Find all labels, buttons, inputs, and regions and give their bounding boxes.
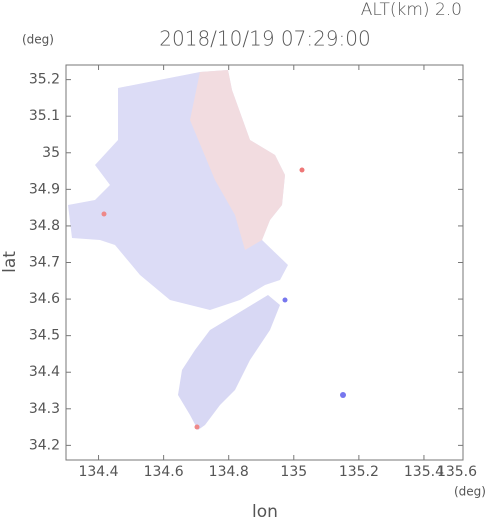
dot xyxy=(299,167,305,173)
y-tick-label: 34.7 xyxy=(29,255,60,271)
chart-title: 2018/10/19 07:29:00 xyxy=(159,27,370,51)
dot xyxy=(194,424,200,430)
y-tick-label: 34.2 xyxy=(29,437,60,453)
x-tick-label: 134.8 xyxy=(209,464,249,480)
dot xyxy=(340,392,346,398)
y-tick-label: 35.2 xyxy=(29,72,60,88)
map-field xyxy=(68,70,346,430)
y-axis-label: lat xyxy=(0,251,20,273)
y-tick-label: 34.8 xyxy=(29,218,60,234)
y-tick-label: 34.6 xyxy=(29,291,60,307)
y-tick-label: 35.1 xyxy=(29,108,60,124)
y-tick-label: 34.3 xyxy=(29,401,60,417)
y-tick-label: 34.5 xyxy=(29,328,60,344)
x-tick-label: 135.2 xyxy=(339,464,379,480)
x-tick-label: 135 xyxy=(280,464,307,480)
x-tick-label: 134.4 xyxy=(78,464,118,480)
y-tick-label: 34.4 xyxy=(29,364,60,380)
y-unit: (deg) xyxy=(22,33,54,47)
x-tick-label: 135.6 xyxy=(437,464,477,480)
y-tick-label: 35 xyxy=(42,145,60,161)
x-unit: (deg) xyxy=(454,485,486,499)
x-axis-label: lon xyxy=(252,502,278,521)
dot xyxy=(101,211,107,217)
land-island xyxy=(178,295,280,430)
dot xyxy=(282,297,288,303)
x-tick-label: 134.6 xyxy=(144,464,184,480)
y-tick-label: 34.9 xyxy=(29,181,60,197)
subtitle: ALT(km) 2.0 xyxy=(361,0,462,20)
x-tick-label: 135.4 xyxy=(404,464,444,480)
land-warm xyxy=(190,70,285,250)
